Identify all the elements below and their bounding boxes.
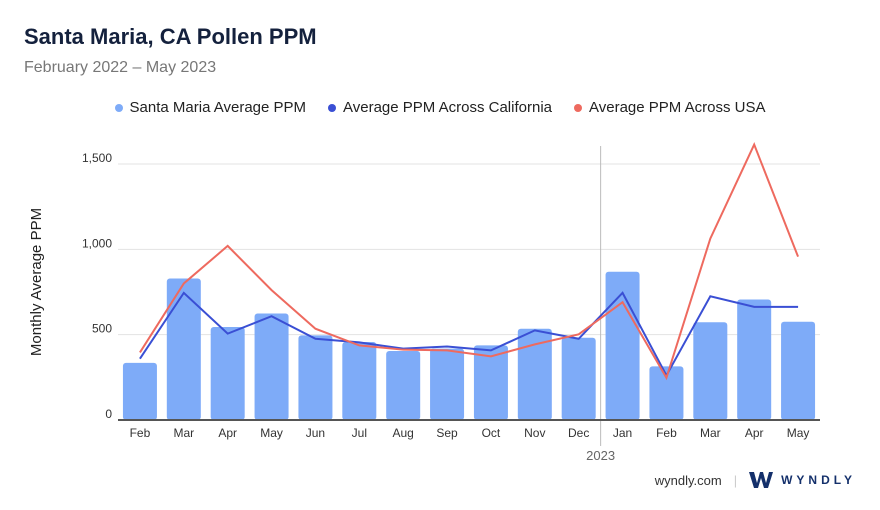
x-tick-label: Mar	[173, 426, 194, 440]
x-tick-label: Apr	[218, 426, 237, 440]
x-tick-label: Jul	[352, 426, 367, 440]
divider: |	[733, 472, 738, 488]
x-tick-label: May	[260, 426, 283, 440]
series-line	[139, 291, 799, 378]
legend-item-california[interactable]: Average PPM Across California	[328, 99, 552, 116]
brand-name: WYNDLY	[781, 473, 856, 487]
x-tick-label: Mar	[700, 426, 721, 440]
series-line	[139, 142, 799, 381]
site-link[interactable]: wyndly.com	[654, 472, 722, 488]
bar	[517, 328, 552, 420]
bar	[649, 366, 684, 420]
bar	[386, 351, 421, 420]
x-tick-label: Oct	[482, 426, 501, 440]
wyndly-logo-icon	[749, 472, 774, 488]
bar	[166, 278, 201, 420]
bar	[781, 321, 816, 420]
legend-dot	[574, 103, 582, 112]
bar	[210, 326, 245, 420]
bar	[737, 299, 772, 420]
bar	[254, 313, 289, 420]
legend-item-santa-maria[interactable]: Santa Maria Average PPM	[114, 99, 307, 116]
chart-title: Santa Maria, CA Pollen PPM	[24, 24, 317, 49]
x-tick-label: Apr	[745, 426, 764, 440]
x-tick-label: Nov	[524, 426, 545, 440]
bar	[693, 322, 728, 420]
y-tick-label: 1,000	[82, 236, 112, 250]
x-tick-label: Jan	[613, 426, 632, 440]
x-tick-label: Feb	[130, 426, 151, 440]
bar	[473, 345, 508, 420]
y-axis-label: Monthly Average PPM	[28, 208, 45, 356]
chart-subtitle: February 2022 – May 2023	[24, 59, 217, 76]
footer: wyndly.com | WYNDLY	[655, 472, 856, 488]
x-tick-label: Jun	[306, 426, 325, 440]
year-label: 2023	[586, 448, 615, 463]
bar	[298, 335, 333, 420]
x-tick-label: May	[787, 426, 810, 440]
legend-label: Santa Maria Average PPM	[129, 99, 307, 116]
legend-dot	[114, 103, 123, 112]
legend-item-usa[interactable]: Average PPM Across USA	[574, 99, 765, 116]
legend-dot	[328, 103, 337, 112]
bar	[122, 362, 157, 420]
bar	[561, 337, 596, 420]
y-tick-label: 0	[105, 407, 112, 421]
x-tick-label: Aug	[393, 426, 414, 440]
y-tick-label: 1,500	[82, 151, 112, 165]
x-tick-label: Feb	[656, 426, 677, 440]
x-tick-label: Sep	[436, 426, 458, 440]
bar	[342, 342, 377, 420]
legend-label: Average PPM Across California	[343, 99, 552, 116]
x-tick-label: Dec	[568, 426, 589, 440]
legend: Santa Maria Average PPM Average PPM Acro…	[0, 99, 880, 116]
brand-logo: WYNDLY	[749, 472, 856, 488]
legend-label: Average PPM Across USA	[589, 99, 766, 116]
y-tick-label: 500	[92, 322, 112, 336]
bar	[430, 348, 465, 420]
